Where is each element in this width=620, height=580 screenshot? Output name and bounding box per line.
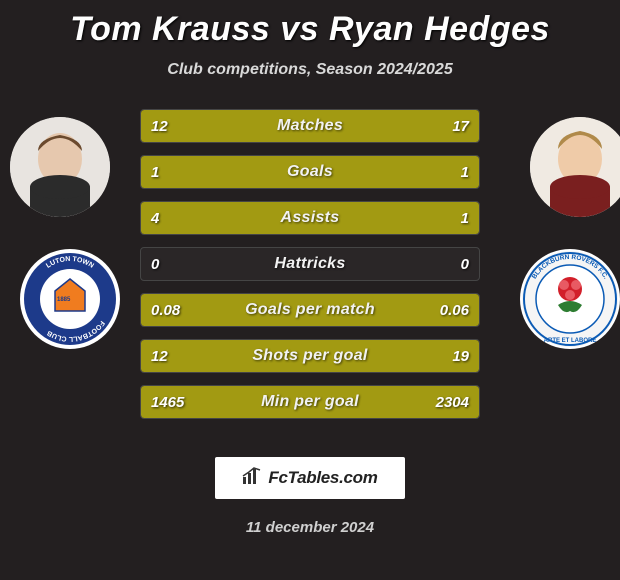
stat-row: 11Goals	[140, 155, 480, 189]
svg-text:1885: 1885	[57, 297, 71, 303]
stat-label: Assists	[141, 202, 479, 234]
subtitle: Club competitions, Season 2024/2025	[0, 61, 620, 79]
player1-avatar	[10, 117, 110, 217]
stat-row: 41Assists	[140, 201, 480, 235]
page-title: Tom Krauss vs Ryan Hedges	[0, 0, 620, 49]
stat-label: Goals	[141, 156, 479, 188]
player1-club-crest: LUTON TOWN FOOTBALL CLUB 1885	[20, 249, 120, 349]
player2-avatar	[530, 117, 620, 217]
stat-row: 1217Matches	[140, 109, 480, 143]
footer-brand-text: FcTables.com	[268, 468, 377, 488]
comparison-area: LUTON TOWN FOOTBALL CLUB 1885 BLACKBURN …	[0, 109, 620, 439]
stat-label: Goals per match	[141, 294, 479, 326]
stat-label: Matches	[141, 110, 479, 142]
svg-text:ARTE ET LABORE: ARTE ET LABORE	[544, 338, 597, 344]
avatar-placeholder-icon	[530, 117, 620, 217]
avatar-placeholder-icon	[10, 117, 110, 217]
stat-label: Shots per goal	[141, 340, 479, 372]
stat-label: Hattricks	[141, 248, 479, 280]
date-text: 11 december 2024	[0, 519, 620, 536]
luton-crest-icon: LUTON TOWN FOOTBALL CLUB 1885	[20, 249, 120, 349]
stat-row: 14652304Min per goal	[140, 385, 480, 419]
stat-row: 0.080.06Goals per match	[140, 293, 480, 327]
chart-icon	[242, 467, 262, 490]
fctables-logo: FcTables.com	[215, 457, 405, 499]
stat-row: 1219Shots per goal	[140, 339, 480, 373]
stat-row: 00Hattricks	[140, 247, 480, 281]
stat-bars: 1217Matches 11Goals 41Assists 00Hattricks 0.…	[140, 109, 480, 431]
blackburn-crest-icon: BLACKBURN ROVERS F.C. ARTE ET LABORE	[520, 249, 620, 349]
player2-club-crest: BLACKBURN ROVERS F.C. ARTE ET LABORE	[520, 249, 620, 349]
stat-label: Min per goal	[141, 386, 479, 418]
